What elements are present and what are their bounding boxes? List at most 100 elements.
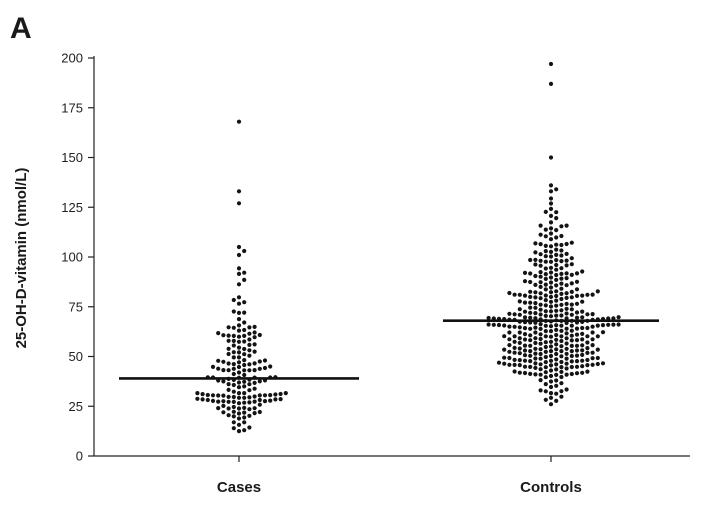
data-point <box>226 413 231 418</box>
data-point <box>543 323 548 328</box>
data-point <box>554 267 559 272</box>
data-point <box>559 296 564 302</box>
data-point <box>548 304 554 309</box>
data-point <box>554 272 559 278</box>
data-point <box>554 347 559 352</box>
data-point <box>548 254 554 259</box>
data-point <box>559 338 564 344</box>
data-point <box>502 355 507 360</box>
data-point <box>574 287 580 292</box>
data-point <box>548 220 554 225</box>
data-point <box>538 341 543 346</box>
data-point <box>533 316 538 321</box>
data-point <box>517 340 522 345</box>
data-point <box>548 213 554 218</box>
data-point <box>600 361 606 366</box>
data-point <box>242 391 247 396</box>
data-point <box>569 289 574 294</box>
data-point <box>231 409 236 414</box>
data-point <box>236 401 242 406</box>
data-point <box>533 356 538 361</box>
data-point <box>543 234 548 239</box>
data-point <box>564 258 569 263</box>
y-axis: 0 25 50 75 100 125 150 175 200 <box>61 51 95 464</box>
data-point <box>236 395 242 400</box>
data-point <box>543 309 548 314</box>
data-point <box>559 354 564 359</box>
data-point <box>574 293 580 298</box>
data-point <box>548 231 554 236</box>
data-point <box>268 398 273 403</box>
data-point <box>242 300 247 305</box>
data-point <box>512 345 517 350</box>
data-point <box>564 341 569 346</box>
data-point <box>507 330 512 335</box>
data-point <box>538 291 543 296</box>
data-point <box>242 379 247 384</box>
data-point <box>569 295 574 300</box>
data-point <box>585 312 590 317</box>
data-point <box>538 263 543 268</box>
data-point <box>580 337 585 342</box>
data-point <box>554 372 559 377</box>
data-point <box>548 265 554 270</box>
data-point <box>538 284 543 289</box>
data-point <box>517 370 522 375</box>
data-point <box>231 426 236 431</box>
data-point <box>538 270 543 275</box>
data-point <box>533 365 538 370</box>
data-point <box>528 305 533 310</box>
data-point <box>548 61 554 67</box>
data-point <box>247 337 252 342</box>
data-point <box>522 270 528 275</box>
data-point <box>533 361 538 366</box>
data-point <box>574 364 580 369</box>
data-point <box>242 400 247 405</box>
data-point <box>226 368 231 373</box>
data-point <box>548 363 554 368</box>
data-point <box>522 279 528 284</box>
data-point <box>548 249 554 254</box>
data-point <box>580 269 585 274</box>
data-point <box>242 368 247 373</box>
data-point <box>554 242 559 247</box>
data-point <box>231 382 236 388</box>
data-point <box>538 280 543 285</box>
data-point <box>616 322 621 327</box>
data-point <box>543 298 548 303</box>
data-point <box>548 334 554 339</box>
data-point <box>585 369 590 374</box>
data-point <box>590 362 595 367</box>
x-category-label: Controls <box>520 479 582 496</box>
data-point <box>590 324 595 329</box>
data-point <box>236 345 242 350</box>
data-point <box>247 368 252 373</box>
data-point <box>268 364 273 369</box>
data-point <box>236 385 242 390</box>
data-point <box>564 276 569 281</box>
data-point <box>247 425 252 430</box>
data-point <box>517 299 522 304</box>
data-point <box>210 364 216 369</box>
data-point <box>528 353 533 358</box>
data-point <box>548 358 554 363</box>
data-point <box>548 344 554 349</box>
data-point <box>538 322 543 327</box>
data-point <box>200 392 205 397</box>
data-point <box>543 365 548 370</box>
data-point <box>543 303 548 308</box>
data-point <box>590 330 595 335</box>
data-point <box>574 343 580 348</box>
data-point <box>242 372 247 378</box>
data-point <box>252 394 257 399</box>
data-point <box>559 334 564 339</box>
data-point <box>226 351 231 357</box>
data-point <box>528 300 533 305</box>
data-point <box>569 364 574 370</box>
data-point <box>257 397 262 403</box>
data-point <box>528 257 533 263</box>
data-point <box>569 333 574 338</box>
data-point <box>512 362 517 367</box>
data-point <box>517 292 522 297</box>
